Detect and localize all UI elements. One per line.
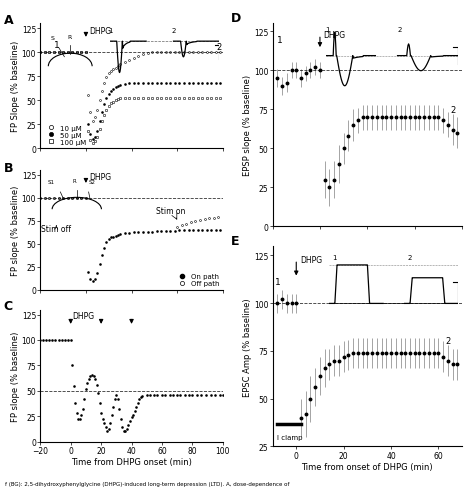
Y-axis label: EPSP slope (% baseline): EPSP slope (% baseline) (244, 75, 253, 176)
Text: 2: 2 (446, 337, 451, 346)
Y-axis label: FP slope (% baseline): FP slope (% baseline) (11, 185, 20, 276)
Text: 2: 2 (172, 28, 176, 34)
Legend: 10 μM, 50 μM, 100 μM: 10 μM, 50 μM, 100 μM (44, 125, 86, 145)
Text: f (BG): 2,5-dihydroxyphenylglycine (DHPG)-induced long-term depression (LTD). A,: f (BG): 2,5-dihydroxyphenylglycine (DHPG… (5, 481, 289, 486)
Text: R: R (67, 35, 72, 40)
Text: Stim off: Stim off (41, 224, 71, 233)
Text: 1: 1 (277, 36, 283, 45)
Text: R: R (72, 179, 76, 183)
Text: A: A (4, 15, 13, 27)
Text: DHPG: DHPG (300, 255, 322, 264)
Text: S: S (51, 36, 55, 41)
Legend: On path, Off path: On path, Off path (175, 274, 219, 287)
Text: DHPG: DHPG (72, 311, 94, 321)
Text: S1: S1 (47, 180, 54, 185)
Text: 1: 1 (333, 254, 337, 260)
Text: S2: S2 (89, 180, 96, 185)
Text: Stim on: Stim on (155, 206, 185, 215)
Text: B: B (4, 161, 13, 174)
Text: DHPG: DHPG (89, 27, 111, 36)
Text: 2: 2 (450, 106, 456, 115)
Text: DHPG: DHPG (89, 173, 111, 182)
Text: I clamp: I clamp (277, 434, 303, 440)
Text: 1: 1 (108, 28, 112, 34)
Text: E: E (231, 234, 239, 247)
Text: DHPG: DHPG (323, 31, 346, 40)
Text: 1: 1 (54, 41, 60, 50)
X-axis label: Time from onset of DHPG (min): Time from onset of DHPG (min) (301, 463, 433, 471)
Text: 2: 2 (408, 254, 412, 260)
Y-axis label: FP slope (% baseline): FP slope (% baseline) (11, 331, 20, 421)
X-axis label: Time from DHPG onset (min): Time from DHPG onset (min) (71, 458, 192, 467)
Text: 2: 2 (398, 26, 402, 32)
Text: 1: 1 (326, 26, 330, 32)
Text: 2: 2 (216, 43, 221, 52)
Text: 1: 1 (275, 278, 281, 286)
Y-axis label: EPSC Amp (% baseline): EPSC Amp (% baseline) (244, 297, 253, 396)
Y-axis label: FP Slope (% baseline): FP Slope (% baseline) (11, 41, 20, 132)
Text: C: C (4, 299, 13, 312)
Text: D: D (231, 12, 241, 25)
